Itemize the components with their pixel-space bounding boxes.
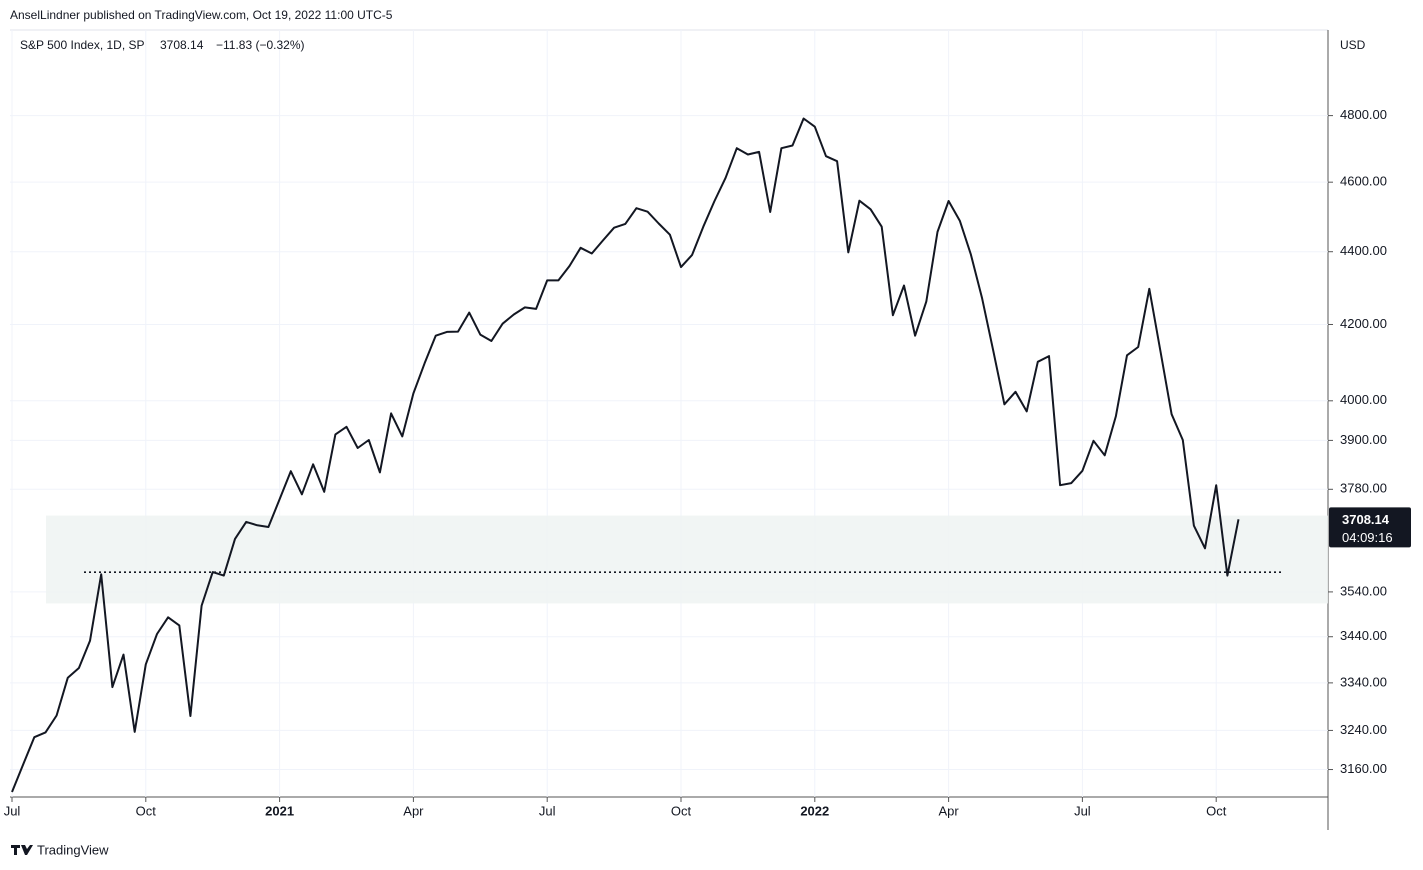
last-price-box: 3708.14 04:09:16: [1329, 507, 1411, 548]
x-tick-label: Oct: [1206, 803, 1227, 818]
y-tick-label: 4000.00: [1340, 392, 1387, 407]
y-tick-label: 3780.00: [1340, 481, 1387, 496]
y-tick-label: 3160.00: [1340, 761, 1387, 776]
last-price-bg: [1329, 507, 1411, 548]
x-tick-label: Apr: [938, 803, 959, 818]
last-price-label: 3708.14: [1342, 512, 1390, 527]
y-tick-label: 3440.00: [1340, 628, 1387, 643]
y-tick-label: 3340.00: [1340, 674, 1387, 689]
x-tick-label: Jul: [4, 803, 21, 818]
grid: [10, 30, 1328, 797]
plot: [11, 117, 1240, 793]
x-tick-label: Jul: [539, 803, 556, 818]
x-tick-label: Jul: [1074, 803, 1091, 818]
brand-logo: TradingView: [11, 842, 109, 857]
countdown-label: 04:09:16: [1342, 530, 1393, 545]
y-tick-label: 3240.00: [1340, 722, 1387, 737]
y-tick-label: 4800.00: [1340, 107, 1387, 122]
brand-icon: [11, 845, 33, 855]
y-tick-label: 4600.00: [1340, 174, 1387, 189]
x-tick-label: Oct: [136, 803, 157, 818]
y-tick-label: 4200.00: [1340, 316, 1387, 331]
y-tick-label: 3900.00: [1340, 432, 1387, 447]
zone-layer: [46, 515, 1328, 604]
legend-change: −11.83 (−0.32%): [216, 38, 305, 52]
brand-name: TradingView: [37, 842, 109, 857]
y-tick-label: 4400.00: [1340, 243, 1387, 258]
legend-symbol: S&P 500 Index, 1D, SP: [20, 38, 145, 52]
price-line: [11, 117, 1240, 793]
x-tick-label: Apr: [403, 803, 424, 818]
currency-label: USD: [1340, 38, 1366, 52]
legend-price: 3708.14: [160, 38, 204, 52]
x-tick-label: 2021: [265, 803, 294, 818]
publish-header: AnselLindner published on TradingView.co…: [10, 8, 393, 22]
y-tick-label: 3540.00: [1340, 583, 1387, 598]
x-tick-label: Oct: [671, 803, 692, 818]
x-tick-label: 2022: [800, 803, 829, 818]
support-zone: [46, 515, 1328, 604]
legend: S&P 500 Index, 1D, SP 3708.14 −11.83 (−0…: [20, 38, 305, 52]
